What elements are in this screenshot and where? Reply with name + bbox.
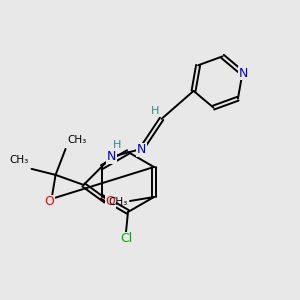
Text: CH₃: CH₃ bbox=[109, 197, 128, 207]
Text: Cl: Cl bbox=[120, 232, 132, 245]
Text: N: N bbox=[137, 143, 146, 156]
Text: N: N bbox=[239, 67, 248, 80]
Text: H: H bbox=[150, 106, 159, 116]
Text: O: O bbox=[106, 195, 116, 208]
Text: O: O bbox=[45, 195, 55, 208]
Text: CH₃: CH₃ bbox=[9, 155, 28, 165]
Text: CH₃: CH₃ bbox=[68, 135, 87, 145]
Text: N: N bbox=[107, 150, 116, 164]
Text: H: H bbox=[112, 140, 121, 150]
